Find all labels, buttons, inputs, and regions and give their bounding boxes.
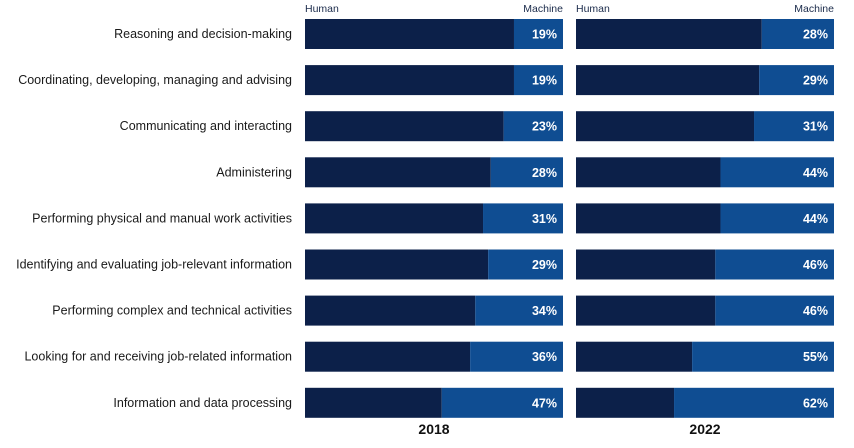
machine-value-label: 34% <box>532 304 557 318</box>
machine-value-label: 55% <box>803 350 828 364</box>
machine-share-bar <box>490 157 563 188</box>
human-header-label: Human <box>305 3 339 15</box>
machine-share-bar <box>441 387 563 418</box>
machine-value-label: 31% <box>803 120 828 134</box>
human-share-bar <box>305 249 489 280</box>
human-share-bar <box>576 341 693 372</box>
category-label: Coordinating, developing, managing and a… <box>18 73 292 87</box>
machine-value-label: 47% <box>532 396 557 410</box>
human-share-bar <box>576 249 716 280</box>
human-share-bar <box>305 157 491 188</box>
human-share-bar <box>305 203 484 234</box>
panel-2022: Human Machine 28% 29% 31% 44% 44% 46% 46% 55% 62% 2… <box>576 3 834 437</box>
machine-value-label: 46% <box>803 304 828 318</box>
human-share-bar <box>576 387 675 418</box>
human-share-bar <box>576 19 762 49</box>
category-label: Administering <box>216 165 292 179</box>
category-label: Reasoning and decision-making <box>114 27 292 41</box>
machine-share-bar <box>488 249 563 280</box>
machine-share-bar <box>715 295 834 326</box>
machine-share-bar <box>513 19 563 49</box>
category-label: Communicating and interacting <box>120 119 292 133</box>
human-share-bar <box>305 295 476 326</box>
human-header-label: Human <box>576 3 610 15</box>
year-label: 2018 <box>418 421 449 437</box>
machine-value-label: 36% <box>532 350 557 364</box>
category-labels: Reasoning and decision-making Coordinatin… <box>16 27 292 410</box>
machine-share-bar <box>720 157 834 188</box>
human-share-bar <box>576 65 760 96</box>
machine-share-bar <box>513 65 563 96</box>
machine-share-bar <box>470 341 563 372</box>
machine-share-bar <box>759 65 834 96</box>
human-share-bar <box>305 387 442 418</box>
machine-value-label: 62% <box>803 396 828 410</box>
machine-value-label: 28% <box>803 28 828 42</box>
machine-value-label: 44% <box>803 166 828 180</box>
human-share-bar <box>576 111 755 142</box>
human-share-bar <box>305 111 504 142</box>
machine-share-bar <box>503 111 563 142</box>
machine-value-label: 29% <box>803 74 828 88</box>
human-share-bar <box>305 65 514 96</box>
category-label: Performing complex and technical activit… <box>52 304 292 318</box>
year-label: 2022 <box>689 421 720 437</box>
machine-share-bar <box>715 249 834 280</box>
machine-value-label: 28% <box>532 166 557 180</box>
machine-share-bar <box>483 203 563 234</box>
human-share-bar <box>305 19 514 49</box>
human-share-bar <box>305 341 471 372</box>
machine-share-bar <box>754 111 834 142</box>
chart-panels: Human Machine 19% 19% 23% 28% 31% 29% 34% 36% 47% 2… <box>305 3 834 437</box>
machine-share-bar <box>720 203 834 234</box>
machine-value-label: 31% <box>532 212 557 226</box>
machine-share-bar <box>692 341 834 372</box>
category-label: Identifying and evaluating job-relevant … <box>16 258 292 272</box>
machine-share-bar <box>475 295 563 326</box>
machine-value-label: 19% <box>532 74 557 88</box>
machine-value-label: 44% <box>803 212 828 226</box>
machine-header-label: Machine <box>794 3 834 15</box>
human-share-bar <box>576 295 716 326</box>
machine-value-label: 23% <box>532 120 557 134</box>
machine-value-label: 46% <box>803 258 828 272</box>
machine-value-label: 19% <box>532 28 557 42</box>
panel-2018: Human Machine 19% 19% 23% 28% 31% 29% 34% 36% 47% 2… <box>305 3 563 437</box>
machine-share-bar <box>761 19 834 49</box>
category-label: Information and data processing <box>113 396 292 410</box>
machine-share-bar <box>674 387 834 418</box>
category-label: Performing physical and manual work acti… <box>32 211 292 225</box>
human-share-bar <box>576 157 721 188</box>
category-label: Looking for and receiving job-related in… <box>24 350 292 364</box>
machine-value-label: 29% <box>532 258 557 272</box>
machine-header-label: Machine <box>523 3 563 15</box>
human-share-bar <box>576 203 721 234</box>
